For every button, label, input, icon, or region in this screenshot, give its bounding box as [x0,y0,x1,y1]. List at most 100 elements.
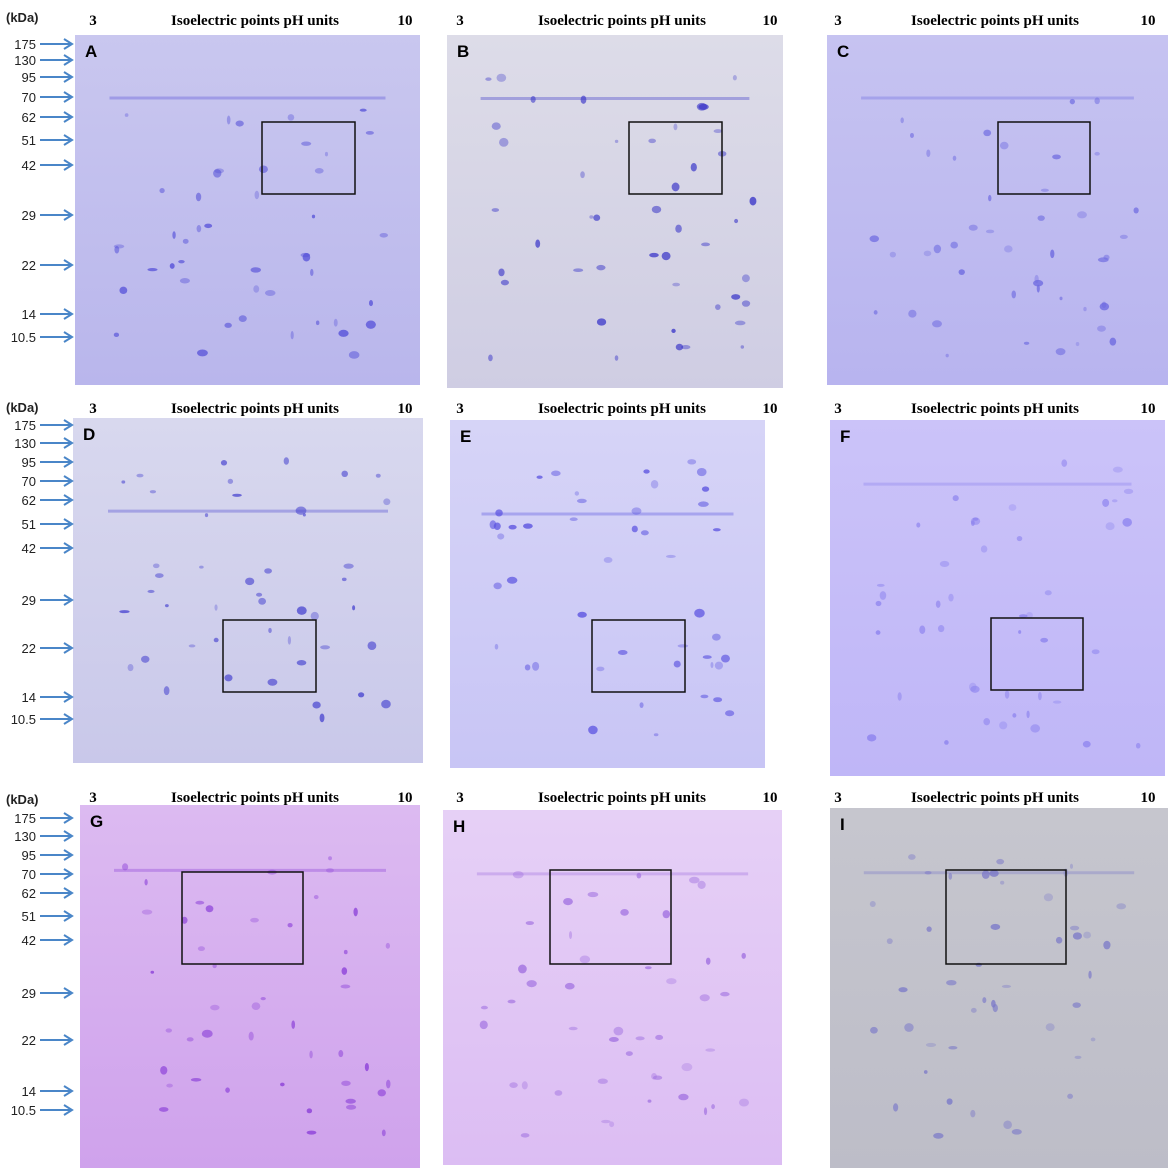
protein-spot [613,1026,624,1036]
protein-spot [494,643,499,650]
protein-spot [569,517,578,521]
protein-spot [500,279,509,286]
protein-spot [121,480,126,484]
protein-spot [1082,740,1091,748]
protein-spot [741,274,750,283]
protein-spot [1001,984,1012,988]
protein-spot [1067,1093,1074,1099]
protein-spot [1109,337,1117,346]
protein-spot [147,267,158,272]
protein-spot [713,129,723,134]
protein-spot [521,1081,528,1090]
protein-spot [948,872,953,880]
protein-spot [113,332,120,337]
arrow-head [63,868,74,880]
arrow-head [63,209,74,221]
protein-spot [357,692,365,698]
protein-spot [873,310,878,315]
arrow-head [63,987,74,999]
arrow-head [63,134,74,146]
protein-spot [181,916,188,924]
protein-spot [596,264,606,271]
mw-marker: 22 [22,258,36,273]
ph-low: 3 [456,401,464,417]
protein-spot [644,966,652,970]
mw-marker: 42 [22,541,36,556]
gel-image [443,810,782,1165]
protein-spot [923,1070,928,1074]
mw-marker: 62 [22,886,36,901]
region-box [591,619,686,693]
panel-header: Isoelectric points pH units [911,13,1079,29]
protein-spot [648,138,656,144]
protein-spot [1083,306,1087,312]
protein-spot [875,630,881,635]
mw-marker: 22 [22,641,36,656]
protein-spot [665,554,676,558]
panel-letter: C [837,42,849,61]
protein-spot [697,880,706,889]
protein-spot [1052,700,1062,704]
arrow-head [63,159,74,171]
ph-low: 3 [89,13,97,29]
protein-spot [596,666,605,672]
protein-spot [532,661,540,671]
protein-spot [1018,630,1022,634]
protein-spot [485,77,492,81]
protein-spot [205,905,214,913]
protein-spot [593,214,601,221]
protein-spot [625,1051,633,1056]
arrow-head [63,849,74,861]
protein-spot [524,664,531,671]
protein-spot [675,224,682,233]
protein-spot [1094,151,1100,156]
protein-spot [365,130,374,135]
protein-spot [267,678,278,686]
protein-spot [1026,611,1033,619]
protein-spot [359,108,367,112]
protein-spot [164,604,169,608]
protein-spot [968,224,978,231]
arrow-head [63,518,74,530]
protein-spot [1004,690,1010,699]
protein-spot [711,1104,715,1110]
mw-marker: 130 [14,829,36,844]
protein-spot [701,486,710,492]
protein-spot [526,980,537,988]
ph-high: 10 [763,13,778,29]
protein-spot [1055,936,1063,944]
protein-spot [701,242,711,247]
protein-spot [1069,925,1080,931]
panel-header: Isoelectric points pH units [538,790,706,806]
arrow-head [63,910,74,922]
protein-spot [364,1062,369,1072]
protein-spot [152,563,160,569]
protein-spot [479,1020,488,1030]
protein-spot [996,858,1005,865]
protein-spot [124,113,129,117]
panel-header: Isoelectric points pH units [911,401,1079,417]
gel-image [830,808,1168,1168]
protein-spot [671,182,680,192]
protein-spot [1023,341,1030,345]
protein-spot [499,137,509,147]
protein-spot [166,1083,173,1088]
protein-spot [346,1104,357,1110]
gel-image [80,805,420,1168]
protein-spot [720,654,730,663]
protein-spot [603,556,613,563]
protein-spot [341,967,348,975]
mw-marker: 51 [22,517,36,532]
ph-high: 10 [398,790,413,806]
protein-spot [119,610,130,614]
protein-spot [574,491,580,496]
arrow-head [63,54,74,66]
region-box [222,619,317,693]
protein-spot [1038,691,1042,701]
protein-spot [551,470,561,477]
protein-spot [375,473,381,478]
protein-spot [385,942,391,949]
protein-spot [488,354,493,362]
protein-spot [589,215,594,219]
protein-spot [1074,1055,1082,1060]
